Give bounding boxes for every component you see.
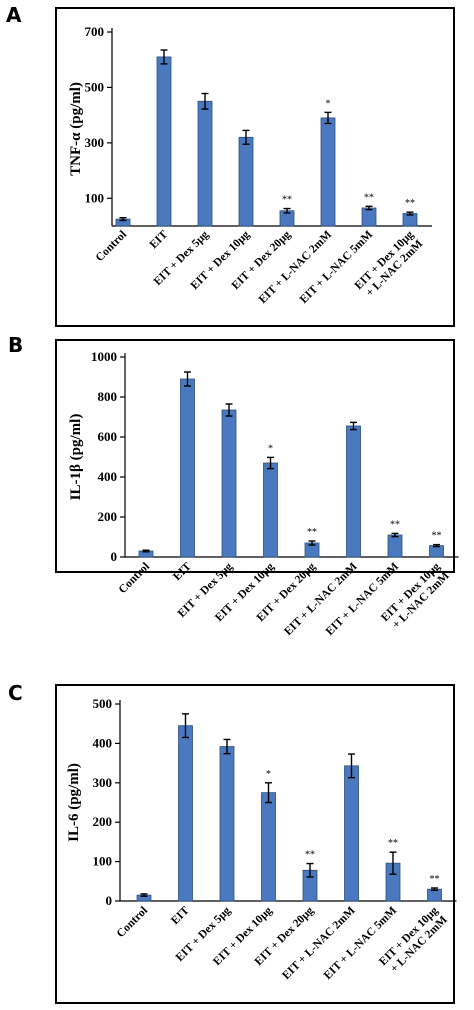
bar — [221, 409, 237, 558]
significance-mark: ** — [364, 192, 374, 203]
panel-letter: A — [6, 3, 22, 27]
significance-mark: ** — [282, 195, 292, 206]
significance-mark: ** — [432, 531, 442, 542]
y-tick-label: 100 — [93, 854, 113, 869]
significance-mark: ** — [430, 874, 440, 885]
bar — [219, 746, 235, 902]
bar — [344, 765, 359, 902]
y-tick-label: 500 — [85, 79, 105, 94]
significance-mark: * — [326, 98, 331, 109]
significance-mark: ** — [388, 838, 398, 849]
y-axis-title: IL-1β (pg/ml) — [68, 414, 84, 501]
y-tick-label: 100 — [85, 190, 105, 205]
significance-mark: ** — [305, 850, 315, 861]
y-tick-label: 700 — [85, 24, 105, 39]
bar — [238, 136, 254, 227]
y-tick-label: 400 — [98, 469, 118, 484]
panel-frame — [55, 7, 455, 327]
panel-letter: C — [8, 681, 23, 705]
significance-mark: * — [268, 443, 273, 454]
y-tick-label: 800 — [98, 389, 118, 404]
y-tick-label: 400 — [93, 735, 113, 750]
bar — [320, 117, 336, 227]
bar — [263, 462, 278, 558]
y-tick-label: 300 — [85, 135, 105, 150]
significance-mark: ** — [307, 527, 317, 538]
bar — [346, 425, 361, 558]
bar — [178, 725, 193, 902]
panel-letter: B — [8, 333, 23, 357]
y-tick-label: 500 — [93, 696, 113, 711]
y-tick-label: 600 — [98, 429, 118, 444]
y-axis-title: TNF-α (pg/ml) — [68, 82, 84, 176]
bar — [197, 100, 213, 227]
y-tick-label: 1000 — [91, 349, 117, 364]
significance-mark: * — [266, 769, 271, 780]
y-tick-label: 0 — [111, 549, 118, 564]
y-tick-label: 200 — [93, 814, 113, 829]
bar — [429, 545, 444, 558]
y-tick-label: 200 — [98, 509, 118, 524]
bar — [361, 207, 377, 227]
y-tick-label: 300 — [93, 775, 113, 790]
bar — [387, 534, 403, 558]
significance-mark: ** — [390, 519, 400, 530]
panel-frame — [55, 339, 455, 573]
y-axis-title: IL-6 (pg/ml) — [66, 763, 82, 842]
bar — [156, 56, 172, 227]
bar — [261, 792, 276, 902]
significance-mark: ** — [405, 198, 415, 209]
y-tick-label: 0 — [106, 893, 113, 908]
bar — [180, 378, 195, 558]
panel-frame — [55, 684, 455, 1004]
